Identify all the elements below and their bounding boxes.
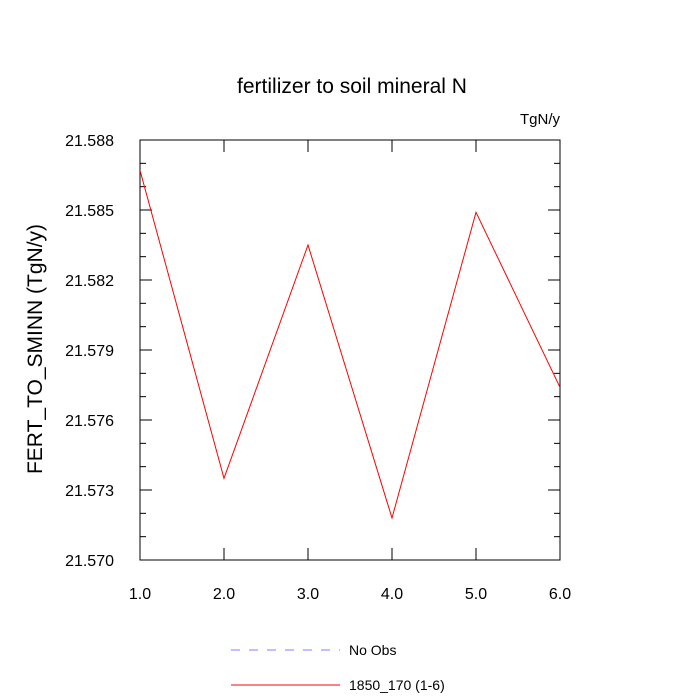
legend-label: No Obs [349, 642, 396, 658]
x-tick-label: 5.0 [465, 586, 487, 603]
legend: No Obs 1850_170 (1-6) [231, 642, 445, 693]
x-axis: 1.0 2.0 3.0 4.0 5.0 6.0 [129, 140, 571, 603]
x-tick-label: 4.0 [381, 586, 403, 603]
y-tick-label: 21.576 [65, 413, 114, 430]
x-tick-label: 1.0 [129, 586, 151, 603]
y-tick-label: 21.585 [65, 203, 114, 220]
x-tick-label: 3.0 [297, 586, 319, 603]
y-tick-label: 21.582 [65, 273, 114, 290]
y-tick-label: 21.579 [65, 343, 114, 360]
y-tick-label: 21.570 [65, 553, 114, 570]
y-axis-label: FERT_TO_SMINN (TgN/y) [24, 224, 47, 474]
plot-frame [139, 139, 561, 561]
y-tick-label: 21.573 [65, 483, 114, 500]
series-layer [140, 170, 560, 520]
y-axis: 21.570 21.573 21.576 21.579 21.582 21.585 21.5… [65, 133, 560, 570]
legend-label: 1850_170 (1-6) [349, 677, 445, 693]
units-label: TgN/y [520, 111, 561, 128]
series-line [140, 170, 560, 520]
chart-title: fertilizer to soil mineral N [237, 75, 467, 98]
x-tick-label: 2.0 [213, 586, 235, 603]
x-tick-label: 6.0 [549, 586, 571, 603]
y-tick-label: 21.588 [65, 133, 114, 150]
